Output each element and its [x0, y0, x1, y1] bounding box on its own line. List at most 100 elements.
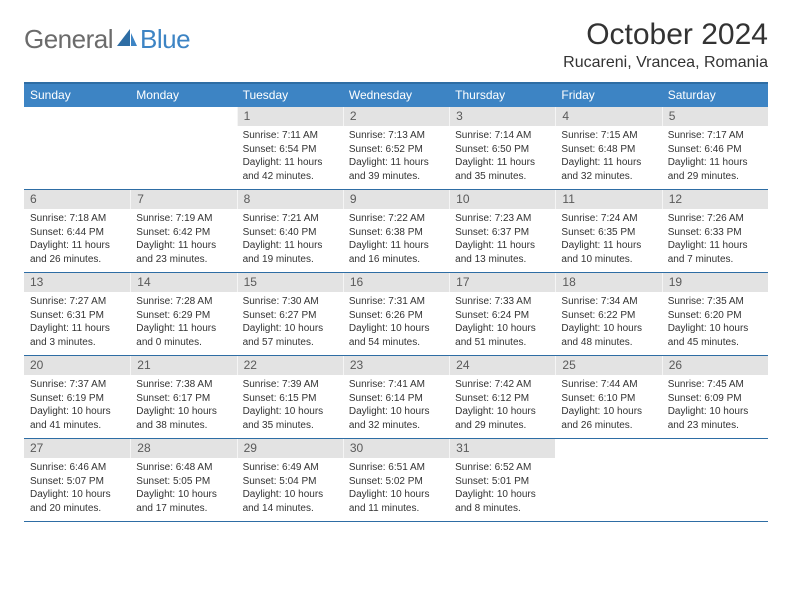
logo-text-general: General: [24, 24, 113, 55]
sunset-text: Sunset: 6:14 PM: [349, 392, 443, 406]
daylight-text: Daylight: 11 hours and 35 minutes.: [455, 156, 549, 183]
daylight-text: Daylight: 10 hours and 45 minutes.: [668, 322, 762, 349]
calendar-cell: 26Sunrise: 7:45 AMSunset: 6:09 PMDayligh…: [662, 356, 768, 438]
date-number: 24: [449, 356, 555, 375]
calendar-cell: 25Sunrise: 7:44 AMSunset: 6:10 PMDayligh…: [555, 356, 661, 438]
header: General Blue October 2024 Rucareni, Vran…: [24, 18, 768, 72]
date-number: 27: [24, 439, 130, 458]
sunset-text: Sunset: 6:15 PM: [243, 392, 337, 406]
cell-body: Sunrise: 7:28 AMSunset: 6:29 PMDaylight:…: [130, 292, 236, 353]
day-header-friday: Friday: [555, 84, 661, 107]
daylight-text: Daylight: 11 hours and 42 minutes.: [243, 156, 337, 183]
sunrise-text: Sunrise: 7:30 AM: [243, 295, 337, 309]
sunset-text: Sunset: 6:50 PM: [455, 143, 549, 157]
cell-body: Sunrise: 6:46 AMSunset: 5:07 PMDaylight:…: [24, 458, 130, 519]
sunrise-text: Sunrise: 7:31 AM: [349, 295, 443, 309]
sunset-text: Sunset: 5:07 PM: [30, 475, 124, 489]
daylight-text: Daylight: 11 hours and 13 minutes.: [455, 239, 549, 266]
date-number: 28: [130, 439, 236, 458]
day-header-monday: Monday: [130, 84, 236, 107]
sunset-text: Sunset: 6:54 PM: [243, 143, 337, 157]
sunrise-text: Sunrise: 7:11 AM: [243, 129, 337, 143]
day-header-wednesday: Wednesday: [343, 84, 449, 107]
calendar-cell: 15Sunrise: 7:30 AMSunset: 6:27 PMDayligh…: [237, 273, 343, 355]
calendar-cell: 31Sunrise: 6:52 AMSunset: 5:01 PMDayligh…: [449, 439, 555, 521]
date-number: 26: [662, 356, 768, 375]
cell-body: Sunrise: 7:22 AMSunset: 6:38 PMDaylight:…: [343, 209, 449, 270]
sail-icon: [116, 28, 138, 53]
cell-body: Sunrise: 7:21 AMSunset: 6:40 PMDaylight:…: [237, 209, 343, 270]
date-number: 30: [343, 439, 449, 458]
cell-body: Sunrise: 7:42 AMSunset: 6:12 PMDaylight:…: [449, 375, 555, 436]
sunrise-text: Sunrise: 7:27 AM: [30, 295, 124, 309]
sunset-text: Sunset: 6:27 PM: [243, 309, 337, 323]
sunrise-text: Sunrise: 6:52 AM: [455, 461, 549, 475]
cell-body: [555, 444, 661, 451]
sunrise-text: Sunrise: 7:18 AM: [30, 212, 124, 226]
date-number: 31: [449, 439, 555, 458]
cell-body: Sunrise: 6:52 AMSunset: 5:01 PMDaylight:…: [449, 458, 555, 519]
sunset-text: Sunset: 6:24 PM: [455, 309, 549, 323]
cell-body: Sunrise: 7:11 AMSunset: 6:54 PMDaylight:…: [237, 126, 343, 187]
daylight-text: Daylight: 10 hours and 48 minutes.: [561, 322, 655, 349]
cell-body: Sunrise: 7:17 AMSunset: 6:46 PMDaylight:…: [662, 126, 768, 187]
sunset-text: Sunset: 6:19 PM: [30, 392, 124, 406]
cell-body: Sunrise: 7:18 AMSunset: 6:44 PMDaylight:…: [24, 209, 130, 270]
date-number: 9: [343, 190, 449, 209]
sunset-text: Sunset: 5:04 PM: [243, 475, 337, 489]
sunset-text: Sunset: 6:31 PM: [30, 309, 124, 323]
day-header-row: Sunday Monday Tuesday Wednesday Thursday…: [24, 84, 768, 107]
sunrise-text: Sunrise: 7:17 AM: [668, 129, 762, 143]
sunrise-text: Sunrise: 7:42 AM: [455, 378, 549, 392]
daylight-text: Daylight: 10 hours and 38 minutes.: [136, 405, 230, 432]
calendar-cell: [130, 107, 236, 189]
calendar-page: General Blue October 2024 Rucareni, Vran…: [0, 0, 792, 540]
calendar-cell: 24Sunrise: 7:42 AMSunset: 6:12 PMDayligh…: [449, 356, 555, 438]
week-row: 13Sunrise: 7:27 AMSunset: 6:31 PMDayligh…: [24, 273, 768, 356]
sunrise-text: Sunrise: 6:48 AM: [136, 461, 230, 475]
sunset-text: Sunset: 6:35 PM: [561, 226, 655, 240]
daylight-text: Daylight: 11 hours and 23 minutes.: [136, 239, 230, 266]
cell-body: Sunrise: 7:37 AMSunset: 6:19 PMDaylight:…: [24, 375, 130, 436]
calendar-cell: [555, 439, 661, 521]
cell-body: Sunrise: 7:19 AMSunset: 6:42 PMDaylight:…: [130, 209, 236, 270]
sunrise-text: Sunrise: 7:15 AM: [561, 129, 655, 143]
cell-body: Sunrise: 7:15 AMSunset: 6:48 PMDaylight:…: [555, 126, 661, 187]
date-number: 2: [343, 107, 449, 126]
sunset-text: Sunset: 6:40 PM: [243, 226, 337, 240]
sunrise-text: Sunrise: 7:35 AM: [668, 295, 762, 309]
sunrise-text: Sunrise: 7:14 AM: [455, 129, 549, 143]
calendar-cell: 16Sunrise: 7:31 AMSunset: 6:26 PMDayligh…: [343, 273, 449, 355]
daylight-text: Daylight: 11 hours and 39 minutes.: [349, 156, 443, 183]
calendar-cell: [24, 107, 130, 189]
daylight-text: Daylight: 11 hours and 32 minutes.: [561, 156, 655, 183]
cell-body: Sunrise: 7:27 AMSunset: 6:31 PMDaylight:…: [24, 292, 130, 353]
sunset-text: Sunset: 6:46 PM: [668, 143, 762, 157]
date-number: 13: [24, 273, 130, 292]
week-row: 1Sunrise: 7:11 AMSunset: 6:54 PMDaylight…: [24, 107, 768, 190]
cell-body: Sunrise: 7:34 AMSunset: 6:22 PMDaylight:…: [555, 292, 661, 353]
daylight-text: Daylight: 10 hours and 32 minutes.: [349, 405, 443, 432]
cell-body: Sunrise: 6:48 AMSunset: 5:05 PMDaylight:…: [130, 458, 236, 519]
sunset-text: Sunset: 6:17 PM: [136, 392, 230, 406]
date-number: 25: [555, 356, 661, 375]
sunrise-text: Sunrise: 7:34 AM: [561, 295, 655, 309]
date-number: 4: [555, 107, 661, 126]
sunrise-text: Sunrise: 6:51 AM: [349, 461, 443, 475]
daylight-text: Daylight: 11 hours and 19 minutes.: [243, 239, 337, 266]
sunrise-text: Sunrise: 7:19 AM: [136, 212, 230, 226]
cell-body: Sunrise: 6:49 AMSunset: 5:04 PMDaylight:…: [237, 458, 343, 519]
calendar-cell: 7Sunrise: 7:19 AMSunset: 6:42 PMDaylight…: [130, 190, 236, 272]
sunrise-text: Sunrise: 7:21 AM: [243, 212, 337, 226]
logo: General Blue: [24, 24, 190, 55]
cell-body: Sunrise: 6:51 AMSunset: 5:02 PMDaylight:…: [343, 458, 449, 519]
cell-body: Sunrise: 7:30 AMSunset: 6:27 PMDaylight:…: [237, 292, 343, 353]
sunset-text: Sunset: 6:12 PM: [455, 392, 549, 406]
calendar-cell: 11Sunrise: 7:24 AMSunset: 6:35 PMDayligh…: [555, 190, 661, 272]
cell-body: Sunrise: 7:31 AMSunset: 6:26 PMDaylight:…: [343, 292, 449, 353]
cell-body: Sunrise: 7:26 AMSunset: 6:33 PMDaylight:…: [662, 209, 768, 270]
date-number: 23: [343, 356, 449, 375]
weeks-container: 1Sunrise: 7:11 AMSunset: 6:54 PMDaylight…: [24, 107, 768, 522]
cell-body: Sunrise: 7:38 AMSunset: 6:17 PMDaylight:…: [130, 375, 236, 436]
calendar-cell: 9Sunrise: 7:22 AMSunset: 6:38 PMDaylight…: [343, 190, 449, 272]
